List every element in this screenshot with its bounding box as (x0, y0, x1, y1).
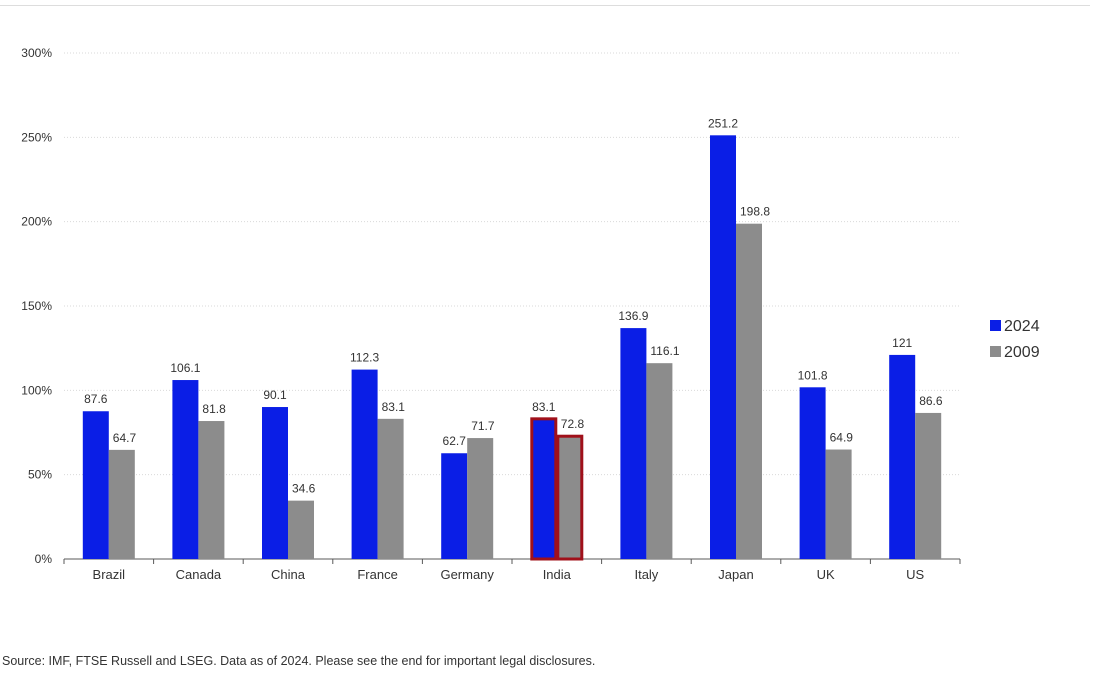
y-tick-label: 50% (28, 468, 52, 482)
bar-2009-china (288, 500, 314, 559)
axes: 0% 50% 100% 150% 200% 250% 300% Brazil Canada Chi… (21, 46, 961, 582)
value-label: 198.8 (740, 205, 770, 219)
bar-2009-france (377, 418, 404, 559)
bar-2024-brazil (82, 411, 109, 559)
value-label: 86.6 (919, 394, 943, 408)
value-label: 83.1 (382, 400, 406, 414)
bar-2024-canada (172, 380, 199, 559)
bar-2024-india (530, 417, 558, 561)
bar-2024-italy (620, 328, 647, 559)
bar-2009-us (915, 412, 942, 559)
source-note: Source: IMF, FTSE Russell and LSEG. Data… (2, 654, 596, 668)
y-tick-label: 0% (35, 552, 53, 566)
gridlines (64, 52, 960, 476)
data-labels: 87.6 64.7 106.1 81.8 90.1 34.6 112.3 83.1 62.7 71… (84, 116, 943, 495)
bar-2009-india (556, 434, 584, 561)
bar-2009-uk (825, 449, 852, 559)
bar-2009-brazil (108, 449, 135, 559)
value-label: 116.1 (650, 344, 679, 358)
bar-2024-france (351, 369, 378, 559)
legend-label: 2024 (1004, 318, 1040, 335)
category-label: France (357, 567, 397, 582)
category-label: Brazil (93, 567, 126, 582)
bar-2009-germany (467, 438, 494, 559)
bar-2024-uk (799, 387, 826, 559)
value-label: 90.1 (263, 388, 287, 402)
bar-2024-china (262, 407, 288, 559)
y-tick-label: 200% (21, 215, 52, 229)
category-label: Italy (634, 567, 658, 582)
bar-2009-italy (646, 363, 673, 559)
bar-2024-japan (710, 135, 736, 559)
top-divider (0, 5, 1090, 6)
value-label: 62.7 (443, 434, 467, 448)
value-label: 106.1 (170, 361, 200, 375)
y-tick-label: 100% (21, 383, 52, 397)
bar-chart: 0% 50% 100% 150% 200% 250% 300% Brazil Canada Chi… (21, 46, 1040, 582)
bar-2024-germany (441, 453, 468, 559)
value-label: 72.8 (561, 417, 585, 431)
category-label: India (543, 567, 572, 582)
value-label: 81.8 (202, 402, 226, 416)
y-tick-label: 250% (21, 130, 52, 144)
category-label: Canada (176, 567, 222, 582)
bar-2009-canada (198, 421, 225, 559)
category-label: China (271, 567, 306, 582)
value-label: 251.2 (708, 116, 738, 130)
bar-2024-us (889, 354, 916, 559)
category-label: Germany (440, 567, 494, 582)
legend-swatch-2024 (990, 320, 1001, 331)
bar-2009-japan (736, 223, 762, 559)
value-label: 101.8 (798, 368, 828, 382)
value-label: 83.1 (532, 400, 556, 414)
value-label: 87.6 (84, 392, 108, 406)
category-label: Japan (718, 567, 753, 582)
value-label: 64.9 (830, 431, 854, 445)
y-tick-label: 300% (21, 46, 52, 60)
category-label: UK (817, 567, 835, 582)
value-label: 112.3 (350, 351, 379, 365)
legend: 2024 2009 (990, 318, 1040, 361)
value-label: 71.7 (471, 419, 495, 433)
category-label: US (906, 567, 924, 582)
value-label: 34.6 (292, 482, 316, 496)
value-label: 136.9 (618, 309, 648, 323)
bars (82, 135, 942, 561)
y-tick-label: 150% (21, 299, 52, 313)
value-label: 64.7 (113, 431, 137, 445)
legend-swatch-2009 (990, 346, 1001, 357)
legend-label: 2009 (1004, 344, 1040, 361)
value-label: 121 (892, 336, 912, 350)
